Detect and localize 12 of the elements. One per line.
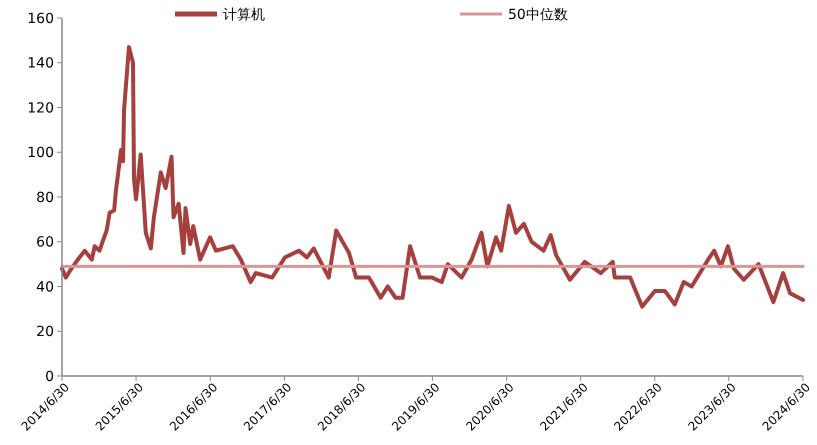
y-tick-label: 80	[36, 190, 54, 206]
y-tick-label: 0	[45, 368, 54, 385]
y-tick-label: 140	[27, 56, 54, 72]
legend-label: 50中位数	[508, 6, 568, 23]
y-tick-label: 40	[36, 279, 54, 296]
y-tick-label: 120	[27, 100, 54, 116]
y-tick-label: 60	[36, 234, 54, 251]
legend-label: 计算机	[223, 6, 265, 23]
y-tick-label: 20	[36, 324, 54, 340]
y-tick-label: 160	[27, 10, 54, 27]
line-series	[60, 45, 805, 309]
y-tick-label: 100	[27, 145, 54, 162]
